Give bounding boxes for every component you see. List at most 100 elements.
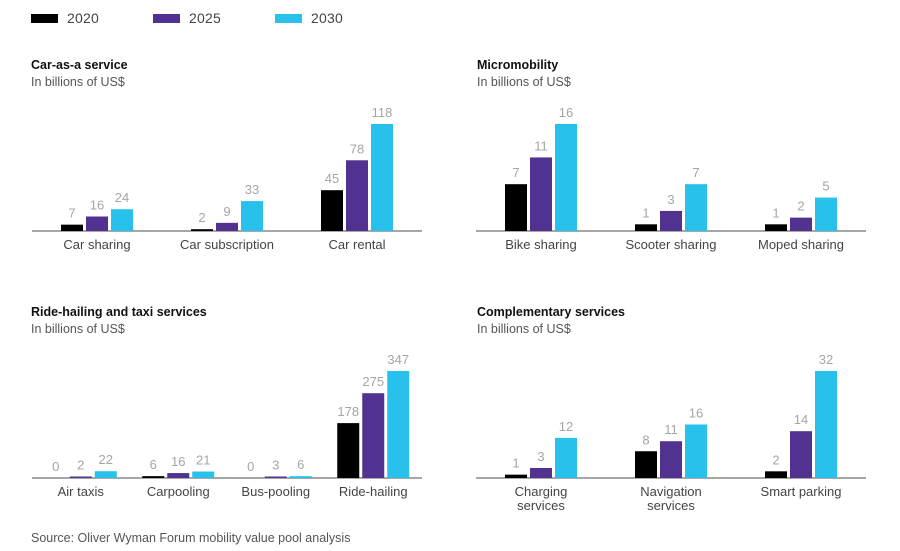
category-label-car-sharing: Car sharing — [63, 237, 130, 252]
bar-air-taxis-2025 — [69, 476, 92, 478]
bar-car-rental-2030 — [371, 124, 393, 231]
category-label-charging-services-line-2: services — [517, 498, 565, 513]
category-label-bike-sharing: Bike sharing — [505, 237, 577, 252]
bar-navigation-services-2030 — [685, 424, 707, 478]
value-label-car-rental-2025: 78 — [350, 141, 364, 156]
value-label-moped-sharing-2020: 1 — [772, 205, 779, 220]
panel-subtitle-micromobility: In billions of US$ — [477, 75, 571, 89]
bar-bike-sharing-2030 — [555, 124, 577, 231]
value-label-air-taxis-2025: 2 — [77, 458, 84, 473]
category-label-air-taxis: Air taxis — [58, 484, 105, 499]
value-label-car-rental-2020: 45 — [325, 171, 339, 186]
bar-bus-pooling-2025 — [264, 476, 287, 478]
legend-item-2025: 2025 — [153, 10, 221, 26]
value-label-charging-services-2020: 1 — [512, 456, 519, 471]
value-label-scooter-sharing-2025: 3 — [667, 192, 674, 207]
panel-subtitle-complementary-services: In billions of US$ — [477, 322, 571, 336]
value-label-scooter-sharing-2030: 7 — [692, 165, 699, 180]
category-label-scooter-sharing: Scooter sharing — [625, 237, 716, 252]
category-label-bus-pooling: Bus-pooling — [241, 484, 310, 499]
legend-swatch-2025 — [153, 13, 180, 23]
value-label-navigation-services-2030: 16 — [689, 406, 703, 421]
bar-charging-services-2020 — [505, 474, 527, 478]
bar-navigation-services-2025 — [660, 441, 682, 478]
value-label-smart-parking-2030: 32 — [819, 352, 833, 367]
category-label-moped-sharing: Moped sharing — [758, 237, 844, 252]
value-label-bike-sharing-2020: 7 — [512, 165, 519, 180]
bar-ride-hailing-2025 — [362, 393, 385, 478]
source-note: Source: Oliver Wyman Forum mobility valu… — [31, 531, 351, 545]
value-label-bike-sharing-2030: 16 — [559, 105, 573, 120]
bar-ride-hailing-2030 — [387, 371, 410, 478]
value-label-bus-pooling-2025: 3 — [272, 458, 279, 473]
bar-smart-parking-2025 — [790, 431, 812, 478]
value-label-bike-sharing-2025: 11 — [534, 138, 548, 153]
category-label-smart-parking: Smart parking — [761, 484, 842, 499]
bar-carpooling-2025 — [167, 473, 190, 478]
bar-air-taxis-2030 — [94, 471, 117, 478]
value-label-ride-hailing-2020: 178 — [337, 404, 359, 419]
category-label-navigation-services-line-1: Navigation — [640, 484, 701, 499]
legend-label-2025: 2025 — [189, 10, 221, 26]
legend-label-2030: 2030 — [311, 10, 343, 26]
bar-charging-services-2025 — [530, 467, 552, 478]
bar-carpooling-2020 — [142, 476, 165, 478]
value-label-navigation-services-2020: 8 — [642, 432, 649, 447]
value-label-navigation-services-2025: 11 — [664, 422, 678, 437]
legend-swatch-2020 — [31, 13, 58, 23]
value-label-scooter-sharing-2020: 1 — [642, 205, 649, 220]
bar-bike-sharing-2025 — [530, 157, 552, 231]
category-label-carpooling: Carpooling — [147, 484, 210, 499]
bar-car-sharing-2030 — [111, 209, 133, 231]
category-label-car-subscription: Car subscription — [180, 237, 274, 252]
category-label-navigation-services-line-2: services — [647, 498, 695, 513]
bar-smart-parking-2020 — [765, 471, 787, 478]
bar-car-rental-2025 — [346, 160, 368, 231]
bar-moped-sharing-2025 — [790, 217, 812, 231]
legend-item-2020: 2020 — [31, 10, 99, 26]
bar-navigation-services-2020 — [635, 451, 657, 478]
bar-smart-parking-2030 — [815, 371, 837, 478]
value-label-car-sharing-2025: 16 — [90, 197, 104, 212]
value-label-car-rental-2030: 118 — [372, 105, 393, 120]
value-label-smart-parking-2025: 14 — [794, 412, 808, 427]
bar-carpooling-2030 — [192, 471, 215, 478]
panel-subtitle-ride-hailing: In billions of US$ — [31, 322, 125, 336]
value-label-carpooling-2020: 6 — [150, 457, 157, 472]
legend-label-2020: 2020 — [67, 10, 99, 26]
panel-title-car-as-a-service: Car-as-a service — [31, 58, 128, 72]
category-label-car-rental: Car rental — [328, 237, 385, 252]
value-label-charging-services-2030: 12 — [559, 419, 573, 434]
value-label-charging-services-2025: 3 — [537, 449, 544, 464]
bar-charging-services-2030 — [555, 437, 577, 478]
bar-car-subscription-2020 — [191, 229, 213, 231]
value-label-car-sharing-2030: 24 — [115, 190, 129, 205]
panel-title-complementary-services: Complementary services — [477, 305, 625, 319]
value-label-car-subscription-2025: 9 — [223, 204, 230, 219]
bar-car-rental-2020 — [321, 190, 343, 231]
value-label-ride-hailing-2030: 347 — [387, 352, 409, 367]
bar-moped-sharing-2030 — [815, 197, 837, 231]
value-label-carpooling-2030: 21 — [196, 453, 210, 468]
bar-scooter-sharing-2020 — [635, 224, 657, 231]
value-label-car-subscription-2030: 33 — [245, 182, 259, 197]
category-label-ride-hailing: Ride-hailing — [339, 484, 408, 499]
legend-swatch-2030 — [275, 13, 302, 23]
value-label-bus-pooling-2020: 0 — [247, 459, 254, 474]
panel-title-micromobility: Micromobility — [477, 58, 559, 72]
value-label-air-taxis-2020: 0 — [52, 459, 59, 474]
bar-bike-sharing-2020 — [505, 184, 527, 231]
bar-car-subscription-2030 — [241, 201, 263, 231]
value-label-moped-sharing-2025: 2 — [797, 199, 804, 214]
bar-scooter-sharing-2025 — [660, 210, 682, 231]
bar-ride-hailing-2020 — [337, 423, 360, 478]
panel-title-ride-hailing: Ride-hailing and taxi services — [31, 305, 207, 319]
category-label-charging-services-line-1: Charging — [515, 484, 568, 499]
bar-car-sharing-2025 — [86, 216, 108, 231]
bar-car-subscription-2025 — [216, 222, 238, 231]
bar-scooter-sharing-2030 — [685, 184, 707, 231]
bar-car-sharing-2020 — [61, 224, 83, 231]
